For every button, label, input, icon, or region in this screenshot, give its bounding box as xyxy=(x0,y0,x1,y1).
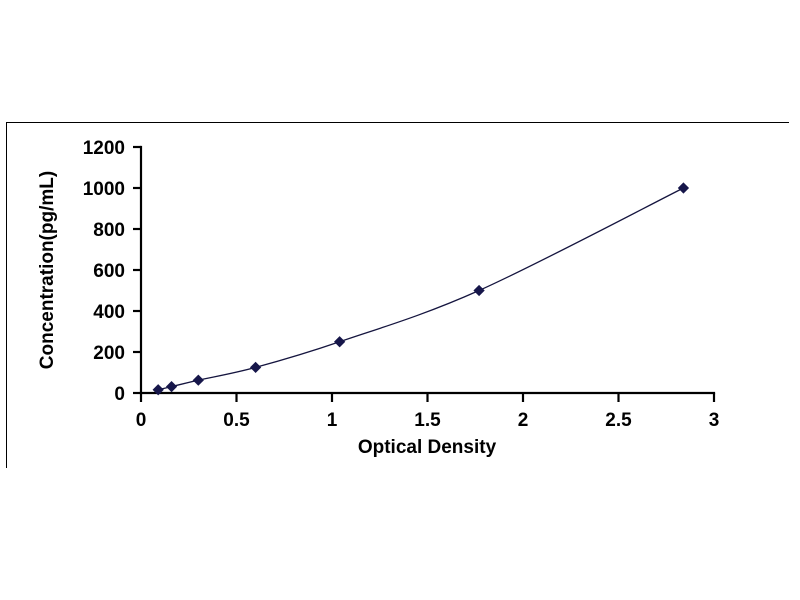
data-point-marker xyxy=(334,336,346,348)
data-point-marker xyxy=(249,361,262,373)
x-tick-label: 0 xyxy=(136,410,147,431)
x-axis-tick-labels: 0 0.5 1 1.5 2 2.5 3 xyxy=(136,410,720,431)
y-tick-label: 200 xyxy=(93,343,125,364)
x-tick-label: 0.5 xyxy=(223,410,250,431)
x-tick-label: 1.5 xyxy=(414,410,441,431)
y-axis-title: Concentration(pg/mL) xyxy=(37,171,58,369)
data-point-marker xyxy=(192,374,204,386)
plot-background xyxy=(7,123,790,469)
x-tick-label: 2.5 xyxy=(605,410,632,431)
x-axis-title: Optical Density xyxy=(358,437,497,458)
x-tick-label: 2 xyxy=(518,410,529,431)
standard-curve-chart: 0 200 400 600 800 1000 1200 0 0.5 1 1.5 2 2.5 3 Opti… xyxy=(7,123,790,469)
data-point-marker xyxy=(677,182,690,194)
y-tick-label: 1000 xyxy=(83,179,125,200)
chart-figure-frame: 0 200 400 600 800 1000 1200 0 0.5 1 1.5 2 2.5 3 Opti… xyxy=(6,122,790,469)
data-point-marker xyxy=(473,284,485,297)
y-axis-ticks xyxy=(133,145,141,395)
y-tick-label: 800 xyxy=(93,220,125,241)
x-tick-label: 1 xyxy=(327,410,338,431)
x-tick-label: 3 xyxy=(709,410,720,431)
data-point-marker xyxy=(152,384,164,396)
y-axis-tick-labels: 0 200 400 600 800 1000 1200 xyxy=(83,138,125,405)
x-axis-ticks xyxy=(139,393,716,402)
data-point-marker xyxy=(165,380,178,393)
y-tick-label: 600 xyxy=(93,261,125,282)
y-tick-label: 400 xyxy=(93,302,125,323)
y-tick-label: 1200 xyxy=(83,138,125,159)
data-point-markers xyxy=(152,182,690,396)
y-tick-label: 0 xyxy=(114,384,125,405)
